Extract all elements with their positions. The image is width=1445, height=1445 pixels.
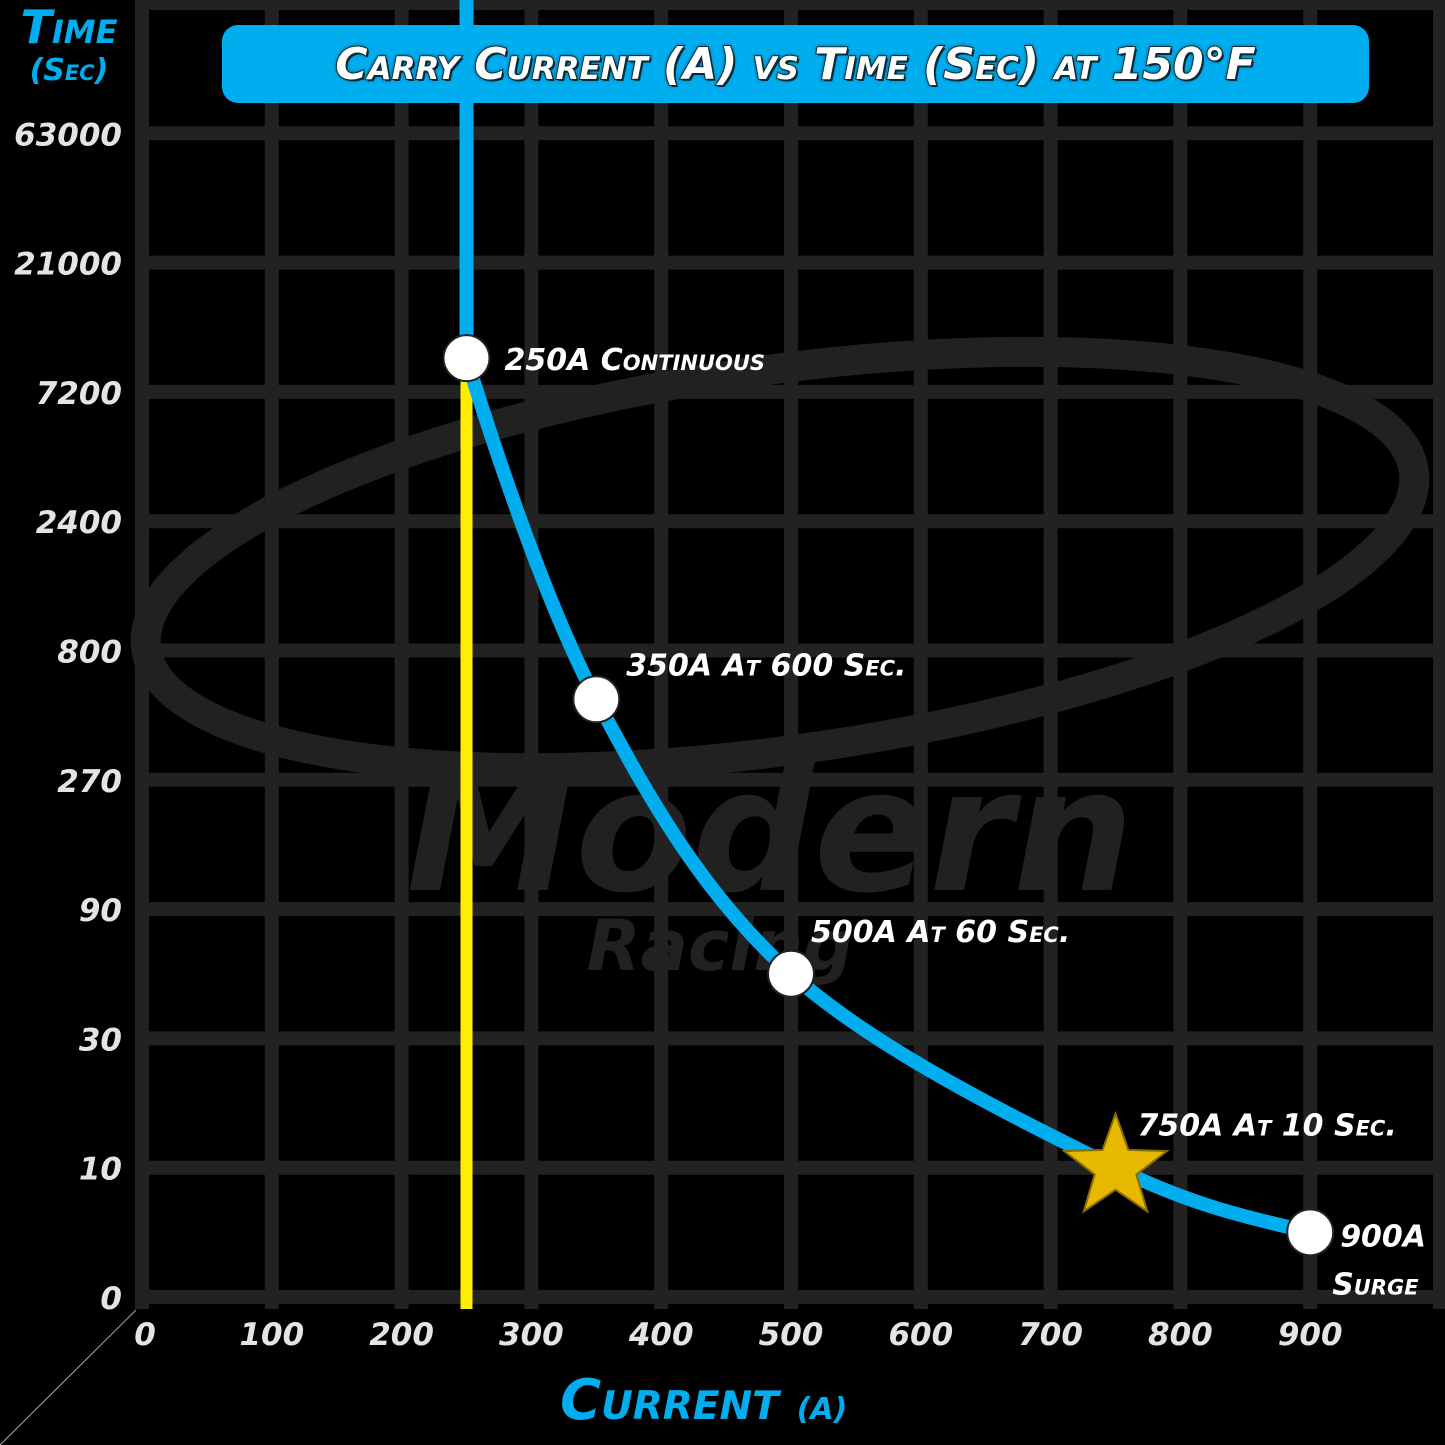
y-tick-label: 270 [57, 764, 122, 800]
point-labels: 250A Continuous 350A At 600 Sec. 500A At 6… [505, 343, 1427, 1302]
watermark-brand: Modern [406, 733, 1134, 931]
y-axis-ticks: 0 10 30 90 270 800 2400 7200 21000 63000 [14, 117, 122, 1317]
x-tick-label: 600 [888, 1317, 953, 1353]
y-axis-label-unit: (Sec) [29, 53, 109, 88]
chart-title-box: Carry Current (A) vs Time (Sec) at 150°F [222, 25, 1369, 103]
y-axis-label: Time (Sec) [8, 4, 130, 86]
data-point-star [1061, 1110, 1170, 1214]
y-axis-label-main: Time [20, 0, 118, 54]
data-point-label: 250A Continuous [505, 343, 766, 378]
series [442, 0, 1335, 1309]
x-axis-label-unit: (A) [796, 1392, 848, 1427]
y-tick-label: 0 [100, 1281, 122, 1317]
x-axis-ticks: 0 100 200 300 400 500 600 700 800 900 [134, 1317, 1342, 1353]
chart-title: Carry Current (A) vs Time (Sec) at 150°F [334, 38, 1256, 91]
x-tick-label: 800 [1148, 1317, 1213, 1353]
x-axis-label-main: Current [560, 1368, 779, 1433]
y-tick-label: 90 [79, 893, 122, 929]
data-point [767, 949, 815, 998]
y-tick-label: 2400 [36, 505, 122, 541]
y-tick-label: 63000 [14, 117, 122, 153]
x-tick-label: 900 [1278, 1317, 1343, 1353]
data-point-label: Surge [1332, 1267, 1419, 1302]
data-point [442, 334, 491, 383]
axis-corner-line [0, 1309, 137, 1445]
y-tick-label: 10 [79, 1152, 122, 1188]
data-point-label: 500A At 60 Sec. [811, 915, 1070, 950]
y-tick-label: 7200 [36, 376, 122, 412]
x-tick-label: 300 [499, 1317, 564, 1353]
grid [135, 0, 1445, 1309]
x-tick-label: 200 [369, 1317, 434, 1353]
y-tick-label: 800 [57, 635, 122, 671]
x-tick-label: 700 [1018, 1317, 1083, 1353]
data-point-label: 750A At 10 Sec. [1138, 1109, 1397, 1144]
x-tick-label: 0 [134, 1317, 156, 1353]
data-point [572, 675, 621, 724]
series-line [459, 0, 1312, 1240]
x-tick-label: 500 [759, 1317, 824, 1353]
data-point-label: 350A At 600 Sec. [626, 648, 906, 683]
data-point [1286, 1208, 1335, 1257]
x-tick-label: 100 [239, 1317, 304, 1353]
x-axis-label: Current (A) [560, 1368, 847, 1433]
y-tick-label: 21000 [14, 247, 122, 283]
y-tick-label: 30 [79, 1022, 122, 1058]
data-point-label: 900A [1340, 1219, 1426, 1254]
x-tick-label: 400 [628, 1317, 694, 1353]
